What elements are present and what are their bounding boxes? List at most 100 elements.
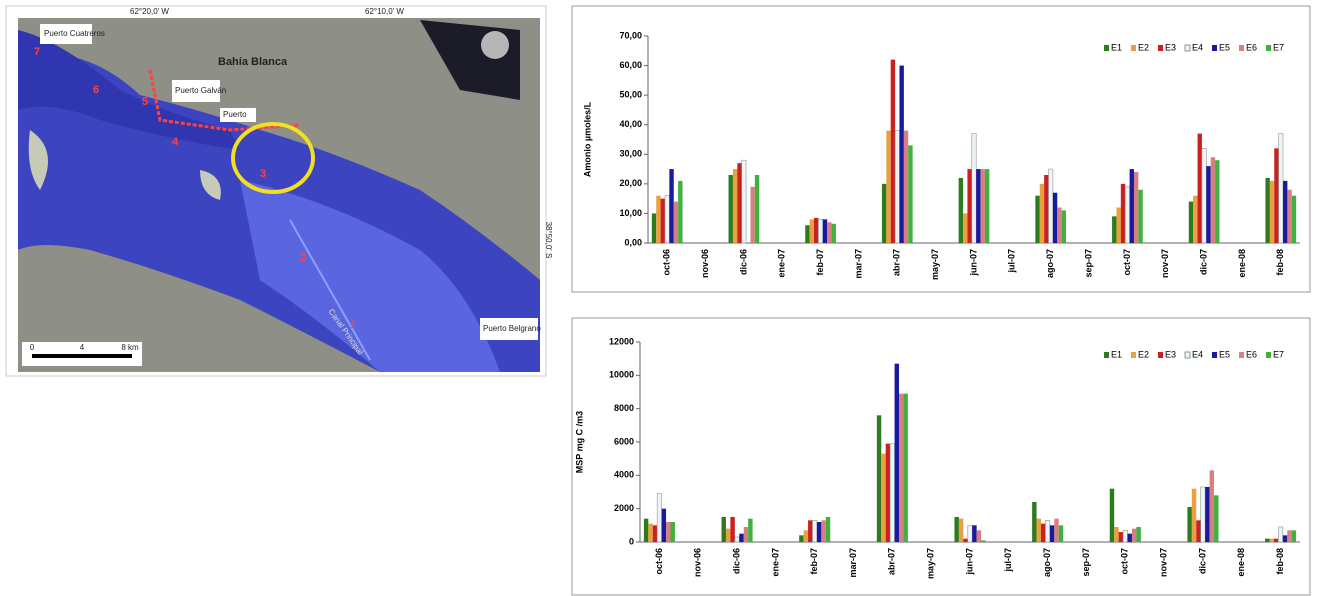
bar [814,217,819,243]
chart-frame [571,5,1311,293]
water [18,30,240,150]
bar [1197,133,1202,243]
bar [1273,538,1279,542]
bar [963,213,968,243]
bar [894,130,900,244]
bar [881,183,887,243]
x-tick-label: oct-07 [1122,249,1132,276]
bar [1049,525,1055,542]
bar [750,186,755,243]
y-tick-label: 70,00 [619,30,642,40]
bar [652,525,658,542]
bar [976,169,981,243]
legend-label: E4 [1192,42,1203,52]
x-tick-label: feb-07 [809,548,819,575]
legend-swatch [1266,352,1271,358]
bar [1048,168,1054,244]
bar [1191,488,1197,542]
bar [903,393,908,542]
bar [737,163,742,243]
y-tick-label: 2000 [614,503,634,513]
legend-swatch [1131,352,1136,358]
bar [1054,518,1059,542]
legend-swatch [1104,45,1109,51]
place-label: Puerto Galván [175,86,226,95]
bar [748,518,753,542]
x-tick-label: mar-07 [848,548,858,578]
legend-swatch [1131,45,1136,51]
bar [972,525,977,542]
bar [1269,538,1274,542]
bar [958,518,964,542]
legend-swatch [1104,352,1109,358]
bar [1120,183,1126,243]
bar [963,538,968,542]
bar [1045,520,1051,543]
bar [1196,520,1201,542]
x-tick-label: mar-07 [853,249,863,279]
bar [818,219,824,244]
station-label: 1 [350,319,356,331]
bar [827,222,832,243]
bar [1039,183,1045,243]
bar [741,159,747,244]
bar [734,536,740,543]
bar [1187,507,1192,542]
x-tick-label: oct-07 [1120,548,1130,575]
bar [1061,210,1067,243]
y-tick-label: 30,00 [619,149,642,159]
bar [1209,470,1215,542]
lon-label: 62°10,0' W [365,7,404,16]
label-box [220,108,256,122]
x-tick-label: abr-07 [887,548,897,575]
bar [903,130,909,243]
bar [1032,502,1037,542]
place-label: Bahía Blanca [218,56,288,68]
bar [954,517,959,542]
legend-swatch [1158,352,1163,358]
x-tick-label: ene-07 [770,548,780,577]
bar [971,133,977,244]
legend-label: E3 [1165,42,1176,52]
bar [1057,207,1062,243]
scale-label: 8 km [121,343,139,352]
x-tick-label: jul-07 [1007,249,1017,274]
bar [1109,488,1115,542]
bar [1201,148,1207,244]
bar [725,528,731,542]
coast-route [148,69,301,132]
x-tick-label: ene-08 [1236,548,1246,577]
x-tick-label: feb-08 [1275,548,1285,575]
bar [1193,195,1198,243]
bar [1124,186,1130,244]
bar [890,59,896,244]
bar [1282,535,1288,542]
bar [1133,172,1139,243]
station-label: 2 [300,252,306,264]
bar [1114,527,1119,542]
scale-label: 4 [80,343,85,352]
bar [886,130,891,243]
chart-frame [571,317,1311,596]
x-tick-label: may-07 [926,548,936,579]
bar [660,198,665,243]
place-label: Puerto [223,110,247,119]
x-tick-label: dic-06 [738,249,748,275]
y-tick-label: 60,00 [619,60,642,70]
bar [876,415,882,542]
bar [1291,195,1297,243]
bar [1040,523,1046,542]
bar [648,523,653,542]
y-tick-label: 50,00 [619,90,642,100]
y-tick-label: 10000 [609,370,634,380]
bar [1274,148,1279,243]
x-tick-label: sep-07 [1081,548,1091,577]
legend-swatch [1184,44,1191,52]
x-tick-label: abr-07 [892,249,902,276]
bar [656,493,662,543]
y-axis-label: MSP mg C /m3 [574,411,584,473]
bar [721,517,726,542]
y-tick-label: 6000 [614,436,634,446]
bar [1278,133,1284,244]
